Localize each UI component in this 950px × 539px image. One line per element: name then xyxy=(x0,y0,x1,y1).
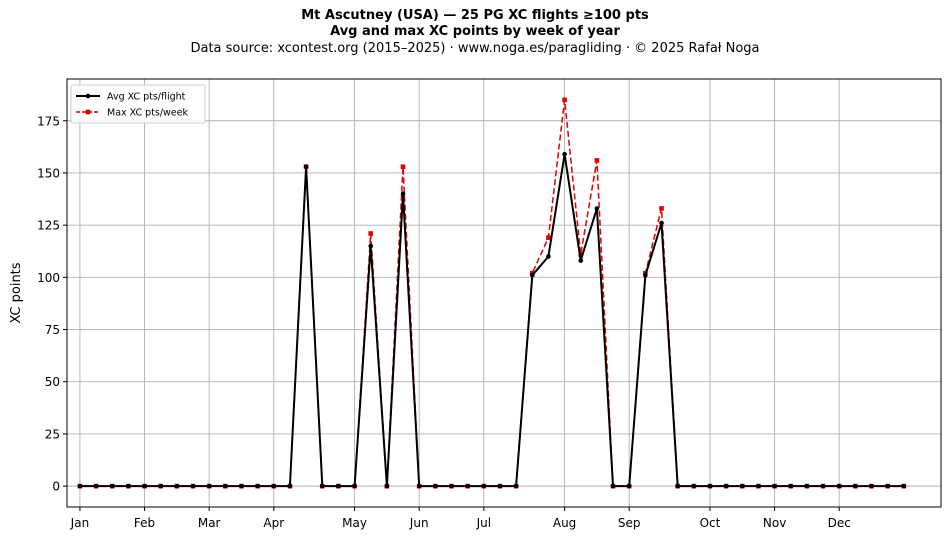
y-tick-label: 0 xyxy=(52,480,60,494)
x-tick-label: Jan xyxy=(70,516,90,530)
data-point-avg xyxy=(400,191,406,197)
legend-marker-avg xyxy=(85,93,91,99)
x-tick-label: Apr xyxy=(263,516,284,530)
data-point-avg xyxy=(578,258,584,263)
data-point-avg xyxy=(239,483,244,489)
data-point-avg xyxy=(739,483,745,489)
data-point-avg xyxy=(885,483,890,489)
x-tick-label: Dec xyxy=(828,516,851,530)
x-tick-label: Jun xyxy=(409,516,429,530)
x-tick-label: Feb xyxy=(134,516,155,530)
data-point-avg xyxy=(287,483,293,489)
x-tick-label: May xyxy=(342,516,367,530)
data-point-avg xyxy=(77,483,83,489)
y-axis-label: XC points xyxy=(9,262,24,323)
data-point-avg xyxy=(820,483,826,489)
data-point-avg xyxy=(626,483,632,489)
y-axis: 0 25 50 75 100 125 150 175 xyxy=(37,114,67,494)
data-point-avg xyxy=(756,483,761,489)
y-tick-label: 150 xyxy=(37,166,60,180)
y-tick-label: 50 xyxy=(45,375,60,389)
data-point-avg xyxy=(529,272,535,278)
data-point-avg xyxy=(610,483,616,489)
data-point-avg xyxy=(788,483,794,489)
x-tick-label: Nov xyxy=(763,516,786,530)
data-point-avg xyxy=(513,483,519,489)
x-tick-label: Aug xyxy=(553,516,576,530)
chart-subtitle: Avg and max XC points by week of year xyxy=(330,24,620,39)
legend-label-max: Max XC pts/week xyxy=(107,108,188,119)
legend-frame xyxy=(70,84,206,124)
data-point-avg xyxy=(416,483,422,489)
data-point-avg xyxy=(303,164,309,169)
series-line-max xyxy=(79,99,904,487)
data-point-avg xyxy=(190,483,196,489)
series-layer xyxy=(77,97,907,489)
grid-lines xyxy=(67,79,941,507)
data-point-max xyxy=(562,97,567,103)
y-tick-label: 125 xyxy=(37,219,60,233)
data-point-avg xyxy=(643,272,648,278)
data-point-avg xyxy=(352,483,357,489)
data-point-avg xyxy=(158,483,164,489)
data-point-avg xyxy=(174,483,180,489)
data-point-avg xyxy=(546,254,551,259)
data-point-avg xyxy=(869,483,874,489)
data-point-avg xyxy=(707,483,713,489)
x-tick-label: Mar xyxy=(198,516,221,530)
data-point-avg xyxy=(93,483,99,489)
series-line-avg xyxy=(79,153,904,488)
data-point-max xyxy=(546,235,551,240)
data-point-max xyxy=(368,231,374,236)
data-point-avg xyxy=(675,483,680,489)
data-point-avg xyxy=(901,483,907,489)
data-point-avg xyxy=(319,483,325,489)
chart-titles: Mt Ascutney (USA) — 25 PG XC flights ≥10… xyxy=(0,8,950,57)
y-tick-label: 75 xyxy=(45,323,60,337)
x-tick-label: Oct xyxy=(700,516,721,530)
data-point-avg xyxy=(126,483,131,489)
data-point-avg xyxy=(836,483,842,489)
data-point-avg xyxy=(594,206,600,211)
legend-label-avg: Avg XC pts/flight xyxy=(107,92,186,103)
data-point-avg xyxy=(804,483,810,489)
data-point-avg xyxy=(271,483,277,489)
data-point-avg xyxy=(433,483,438,489)
data-point-avg xyxy=(723,483,729,489)
data-point-avg xyxy=(336,483,341,489)
data-point-avg xyxy=(481,483,487,489)
chart-title: Mt Ascutney (USA) — 25 PG XC flights ≥10… xyxy=(301,8,649,23)
data-point-max xyxy=(659,206,664,211)
y-tick-label: 175 xyxy=(37,114,60,128)
data-point-avg xyxy=(449,483,454,489)
data-point-avg xyxy=(223,483,228,489)
x-axis: Jan Feb Mar Apr May Jun Jul Aug Sep Oct Nov Dec xyxy=(70,507,851,530)
chart-source-line: Data source: xcontest.org (2015–2025) · … xyxy=(190,41,760,56)
legend: Avg XC pts/flight Max XC pts/week xyxy=(70,84,206,124)
x-tick-label: Sep xyxy=(618,516,641,530)
data-point-avg xyxy=(853,483,858,489)
data-point-avg xyxy=(562,151,567,157)
x-tick-label: Jul xyxy=(476,516,491,530)
data-point-avg xyxy=(659,220,664,226)
data-point-avg xyxy=(255,483,260,489)
data-point-avg xyxy=(384,483,390,489)
data-point-max xyxy=(400,164,406,169)
data-point-avg xyxy=(465,483,470,489)
data-point-avg xyxy=(206,483,212,489)
data-point-avg xyxy=(497,483,503,489)
legend-marker-max xyxy=(85,109,91,115)
plot-frame xyxy=(66,78,942,508)
data-point-max xyxy=(594,158,600,163)
data-point-avg xyxy=(691,483,697,489)
data-point-avg xyxy=(109,483,115,489)
data-point-avg xyxy=(142,483,147,489)
data-point-avg xyxy=(368,243,374,249)
y-tick-label: 25 xyxy=(45,427,60,441)
y-tick-label: 100 xyxy=(37,271,60,285)
data-point-avg xyxy=(772,483,777,489)
